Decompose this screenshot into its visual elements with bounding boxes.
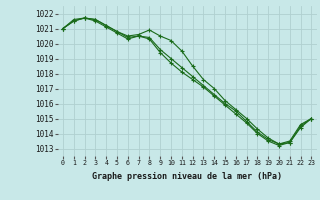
X-axis label: Graphe pression niveau de la mer (hPa): Graphe pression niveau de la mer (hPa) — [92, 172, 282, 181]
